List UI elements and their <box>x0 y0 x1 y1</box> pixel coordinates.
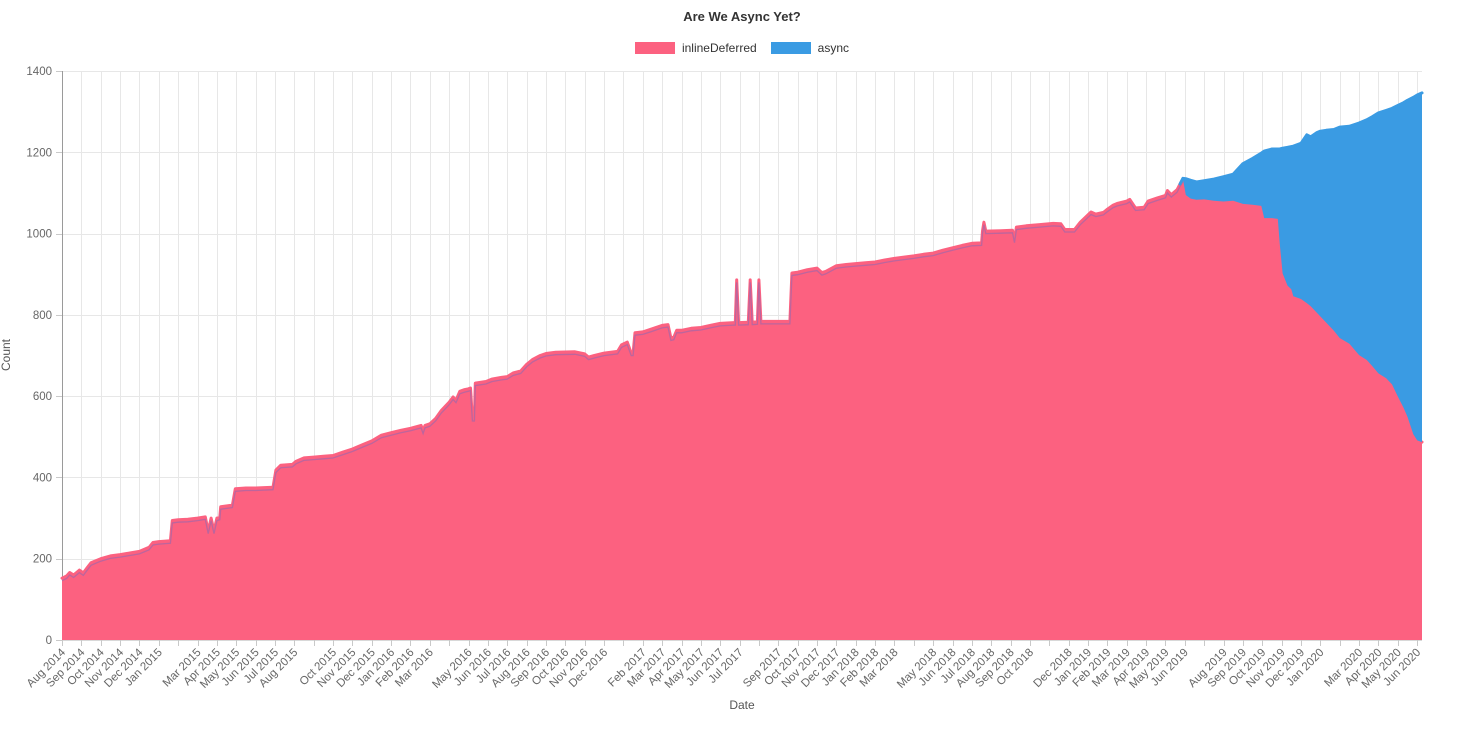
legend-item-inlineDeferred[interactable]: inlineDeferred <box>634 41 757 55</box>
area-inlineDeferred <box>62 179 1422 640</box>
line-async-zero <box>61 181 1184 582</box>
y-tick-label: 200 <box>33 554 52 566</box>
area-async <box>1180 92 1422 443</box>
legend-item-async[interactable]: async <box>770 41 850 55</box>
legend-label: inlineDeferred <box>681 41 757 55</box>
y-tick-label: 800 <box>33 310 52 322</box>
y-tick-label: 1200 <box>26 147 52 159</box>
y-tick-label: 1400 <box>26 66 52 78</box>
y-axis-title: Count <box>0 338 13 372</box>
y-tick-label: 1000 <box>26 229 52 241</box>
legend-swatch-async <box>770 42 811 54</box>
line-async <box>1178 91 1424 186</box>
y-tick-label: 600 <box>33 391 52 403</box>
legend: inlineDeferred async <box>62 41 1422 55</box>
y-tick-label: 400 <box>33 472 52 484</box>
legend-label: async <box>817 41 850 55</box>
y-tick-label: 0 <box>46 635 52 647</box>
chart-title: Are We Async Yet? <box>683 9 801 24</box>
legend-swatch-inlineDeferred <box>634 42 675 54</box>
x-axis-title: Date <box>729 698 755 712</box>
